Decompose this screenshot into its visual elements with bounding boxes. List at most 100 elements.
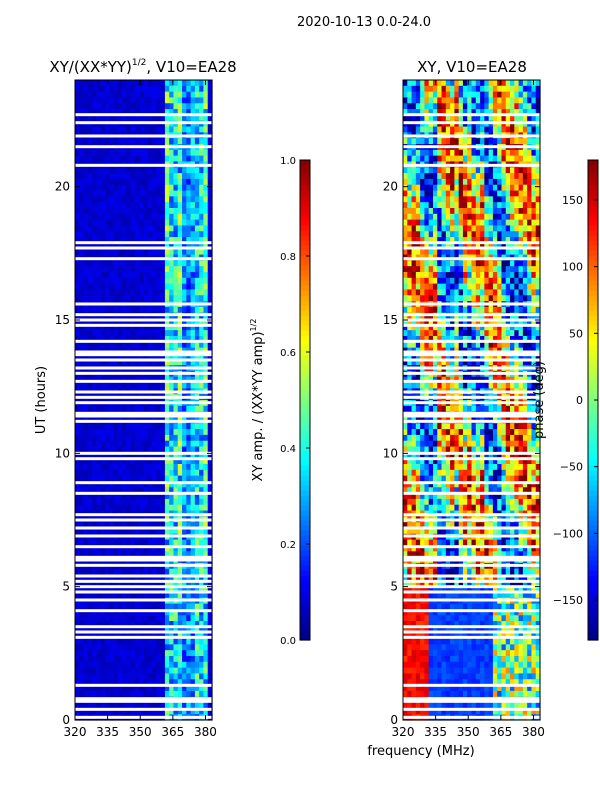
heatmap-cell: [505, 208, 511, 215]
heatmap-cell: [475, 103, 481, 110]
heatmap-cell: [203, 324, 209, 331]
heatmap-cell: [207, 656, 213, 663]
heatmap-cell: [164, 202, 170, 209]
heatmap-cell: [420, 272, 426, 279]
heatmap-cell: [458, 109, 464, 116]
heatmap-cell: [143, 382, 149, 389]
heatmap-cell: [143, 609, 149, 616]
heatmap-cell: [518, 260, 524, 267]
heatmap-cell: [147, 440, 153, 448]
heatmap-cell: [109, 609, 115, 616]
heatmap-cell: [83, 580, 89, 587]
heatmap-cell: [92, 318, 98, 325]
colorbar-segment: [300, 440, 310, 446]
heatmap-cell: [445, 85, 451, 93]
heatmap-cell: [505, 242, 511, 250]
heatmap-cell: [156, 522, 162, 529]
heatmap-cell: [156, 528, 162, 535]
heatmap-cell: [462, 248, 468, 256]
heatmap-cell: [104, 615, 110, 622]
heatmap-cell: [100, 196, 106, 203]
heatmap-cell: [139, 609, 145, 616]
heatmap-cell: [113, 336, 119, 343]
heatmap-cell: [109, 487, 115, 494]
heatmap-cell: [458, 85, 464, 93]
heatmap-cell: [177, 295, 183, 302]
heatmap-cell: [109, 149, 115, 157]
heatmap-cell: [104, 266, 110, 273]
heatmap-cell: [143, 551, 149, 558]
colorbar-segment: [300, 460, 310, 466]
heatmap-cell: [109, 574, 115, 581]
heatmap-cell: [156, 85, 162, 93]
heatmap-cell: [420, 167, 426, 174]
heatmap-cell: [531, 184, 537, 192]
heatmap-cell: [160, 679, 166, 686]
heatmap-cell: [156, 580, 162, 587]
heatmap-cell: [173, 679, 179, 686]
heatmap-cell: [173, 650, 179, 657]
heatmap-cell: [147, 103, 153, 110]
heatmap-cell: [122, 690, 127, 698]
heatmap-cell: [75, 225, 80, 232]
heatmap-cell: [122, 621, 127, 628]
heatmap-cell: [122, 202, 127, 209]
heatmap-cell: [126, 656, 132, 663]
heatmap-cell: [139, 504, 145, 512]
heatmap-cell: [190, 103, 196, 110]
heatmap-cell: [177, 91, 183, 99]
heatmap-cell: [428, 213, 434, 221]
heatmap-cell: [117, 644, 123, 651]
heatmap-cell: [177, 359, 183, 366]
heatmap-cell: [109, 661, 115, 669]
heatmap-cell: [415, 266, 421, 273]
heatmap-cell: [147, 202, 153, 209]
heatmap-cell: [194, 708, 200, 715]
heatmap-cell: [109, 219, 115, 227]
heatmap-cell: [428, 167, 434, 174]
heatmap-cell: [194, 539, 200, 547]
heatmap-cell: [199, 126, 205, 133]
heatmap-cell: [190, 289, 196, 296]
heatmap-cell: [182, 446, 187, 453]
heatmap-cell: [454, 149, 460, 157]
heatmap-cell: [113, 277, 119, 285]
heatmap-cell: [199, 609, 205, 616]
heatmap-cell: [79, 580, 85, 587]
heatmap-cell: [510, 289, 515, 296]
heatmap-cell: [403, 196, 408, 203]
heatmap-cell: [484, 225, 490, 232]
heatmap-cell: [497, 260, 503, 267]
heatmap-cell: [510, 231, 515, 238]
heatmap-cell: [164, 475, 170, 483]
heatmap-cell: [492, 184, 498, 192]
heatmap-cell: [462, 173, 468, 180]
heatmap-cell: [92, 97, 98, 104]
heatmap-cell: [160, 405, 166, 413]
heatmap-cell: [535, 260, 541, 267]
heatmap-cell: [100, 341, 106, 349]
heatmap-cell: [194, 336, 200, 343]
heatmap-cell: [415, 103, 421, 110]
heatmap-cell: [126, 638, 132, 645]
heatmap-cell: [83, 423, 89, 430]
heatmap-cell: [139, 434, 145, 442]
heatmap-cell: [437, 85, 443, 93]
heatmap-cell: [130, 283, 136, 291]
heatmap-cell: [139, 196, 145, 203]
heatmap-cell: [139, 568, 145, 576]
heatmap-cell: [194, 149, 200, 157]
heatmap-cell: [152, 237, 157, 244]
heatmap-cell: [113, 213, 119, 221]
heatmap-cell: [143, 289, 149, 296]
heatmap-cell: [122, 539, 127, 547]
heatmap-cell: [87, 481, 93, 488]
heatmap-cell: [160, 440, 166, 448]
heatmap-cell: [194, 173, 200, 180]
heatmap-cell: [497, 289, 503, 296]
heatmap-cell: [186, 213, 192, 221]
heatmap-cell: [484, 283, 490, 291]
heatmap-cell: [194, 528, 200, 535]
heatmap-cell: [403, 178, 408, 186]
heatmap-cell: [139, 656, 145, 663]
